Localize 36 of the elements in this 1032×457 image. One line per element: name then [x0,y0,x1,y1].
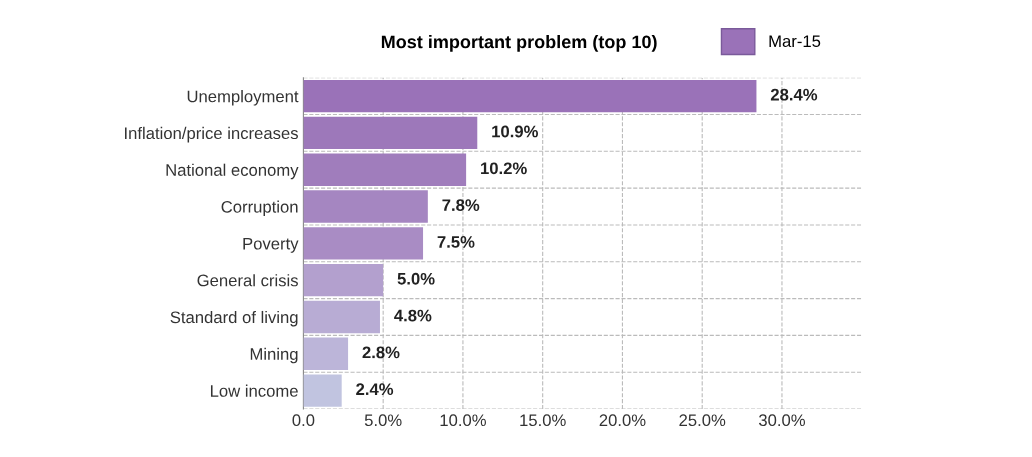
data-label: 10.9% [492,125,538,138]
bar [303,227,424,260]
x-tick-label: 0.0 [292,414,315,427]
data-label: 7.5% [437,236,475,248]
data-label: 5.0% [397,272,435,285]
y-tick-label: Unemployment [187,90,299,106]
y-tick-label: General crisis [197,274,298,287]
data-label: 2.8% [362,346,400,359]
bar [303,153,467,186]
bar [303,337,349,370]
y-tick-label: Inflation/price increases [125,126,298,143]
y-tick-label: Poverty [243,237,299,253]
chart-title: Most important problem (top 10) [381,35,657,52]
bar [303,374,342,407]
data-label: 2.4% [356,383,394,396]
data-label: 10.2% [481,162,527,175]
bar [303,300,380,334]
data-label: 28.4% [770,88,818,101]
x-tick-label: 30.0% [758,414,805,427]
x-tick-label: 10.0% [440,414,486,427]
bar [303,190,428,223]
y-tick-label: Low income [210,384,298,397]
bar [303,116,478,150]
y-tick-label: National economy [166,163,299,180]
data-label: 4.8% [394,309,432,322]
x-tick-label: 20.0% [599,414,646,427]
y-tick-label: Mining [250,347,298,364]
data-label: 7.8% [442,199,480,212]
x-tick-label: 5.0% [364,414,402,427]
bar [303,79,757,113]
x-tick-label: 25.0% [679,414,726,427]
legend-label: Mar-15 [769,35,821,48]
bar [303,263,384,297]
y-tick-label: Corruption [221,200,298,217]
x-tick-label: 15.0% [520,414,566,427]
y-tick-label: Standard of living [170,310,298,327]
